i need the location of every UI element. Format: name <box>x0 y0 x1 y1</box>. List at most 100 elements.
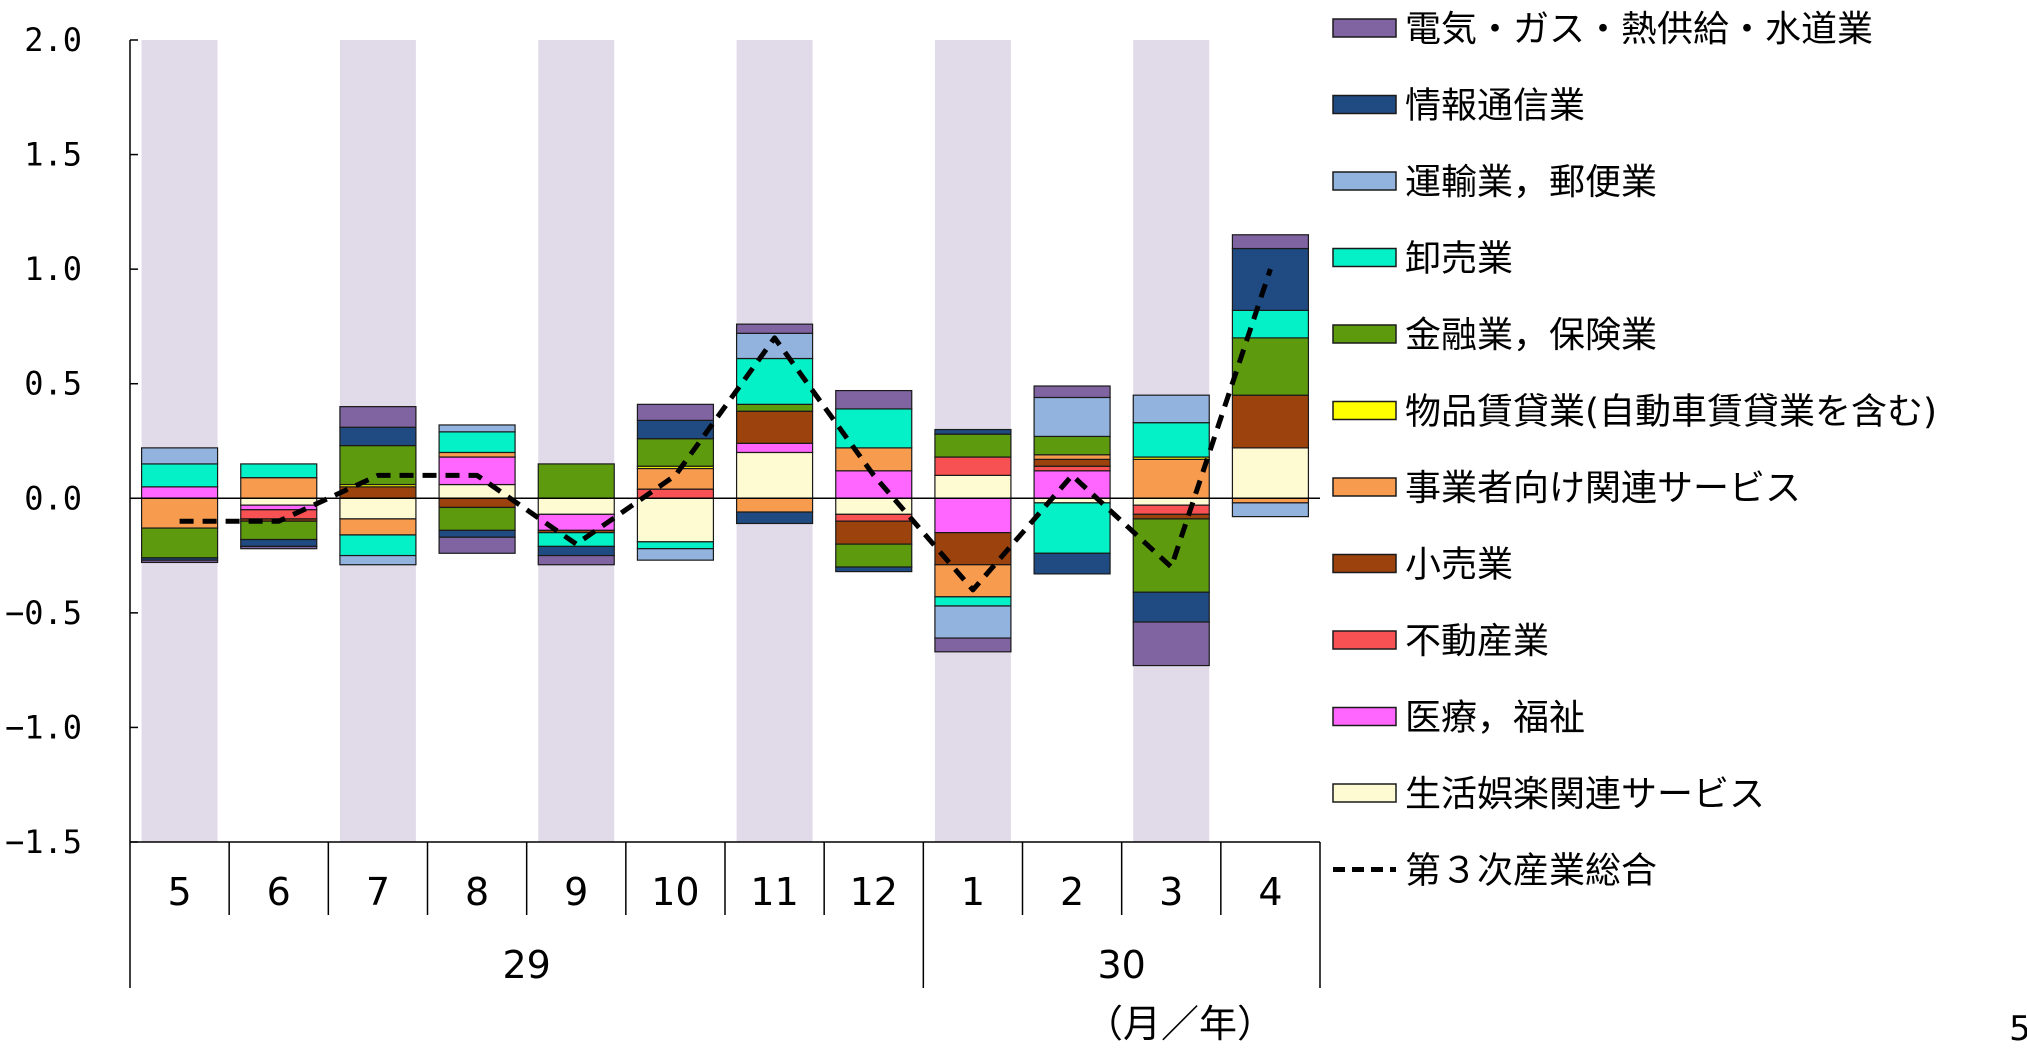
y-tick-label: 2.0 <box>24 21 82 59</box>
bar-segment <box>934 637 1012 653</box>
bar-segment <box>140 559 219 564</box>
x-tick-label: 12 <box>850 870 898 914</box>
axes <box>129 39 1321 988</box>
bar-segment <box>934 474 1012 499</box>
bar-segment <box>1033 396 1111 438</box>
bar-segment <box>1132 518 1210 593</box>
bar-segment <box>1033 502 1111 554</box>
legend-swatch <box>1332 706 1397 727</box>
bar-segment <box>240 497 318 506</box>
year-label: 30 <box>1097 943 1145 987</box>
x-tick-labels: 5 6 7 8 9 10 11 12 1 2 3 429 30 <box>167 870 1282 987</box>
bar-segment <box>240 520 318 541</box>
bar-segment <box>438 431 516 454</box>
y-tick-label: 0.0 <box>24 479 82 517</box>
shade-band-9 <box>538 40 615 842</box>
bar-segment <box>934 497 1012 534</box>
y-tick-label: −0.5 <box>5 594 82 632</box>
bar-segment <box>1033 465 1111 472</box>
bar-segment <box>636 403 715 421</box>
bar-segment <box>835 543 913 568</box>
bar-segment <box>339 486 417 499</box>
bar-segment <box>537 497 615 515</box>
bar-segment <box>339 497 417 520</box>
bar-segment <box>438 424 516 433</box>
total-series-line <box>179 268 1273 593</box>
bar-segment <box>1231 247 1310 311</box>
year-label: 29 <box>502 943 550 987</box>
bar-segment <box>537 545 615 557</box>
legend-label: 不動産業 <box>1405 621 1549 662</box>
legend-label: 物品賃貸業(自動車賃貸業を含む) <box>1405 392 1937 433</box>
bar-segment <box>735 442 814 454</box>
y-tick-label: 1.5 <box>24 136 82 174</box>
legend-label: 小売業 <box>1405 545 1513 586</box>
bar-segment <box>537 463 615 499</box>
bar-segment <box>835 389 913 410</box>
bar-segment <box>934 532 1012 566</box>
y-tick-label: 1.0 <box>24 250 82 288</box>
legend-label: 第３次産業総合 <box>1405 851 1657 892</box>
bar-segment <box>835 566 913 573</box>
legend-label: 金融業，保険業 <box>1405 315 1657 356</box>
bar-segment <box>240 545 318 550</box>
bar-segment <box>438 529 516 538</box>
y-tick-labels: 2.0 1.5 1.0 0.5 0.0 −0.5 −1.0 −1.5 <box>5 21 82 861</box>
legend-swatch <box>1332 630 1397 650</box>
legend-swatch <box>1332 247 1397 268</box>
bar-segment <box>735 451 814 499</box>
bar-segment <box>1231 234 1310 250</box>
legend-swatch <box>1332 553 1397 574</box>
bar-segment <box>934 433 1012 458</box>
bar-segment <box>1033 435 1111 456</box>
bar-segment <box>934 596 1012 607</box>
x-tick-label: 2 <box>1060 870 1084 914</box>
bar-segment <box>339 534 417 557</box>
bar-segment <box>934 456 1012 476</box>
legend-label: 運輸業，郵便業 <box>1405 162 1657 203</box>
shade-band-5 <box>141 40 218 842</box>
x-tick-label: 5 <box>167 870 191 914</box>
bar-segment <box>636 467 715 490</box>
bar-segment <box>1231 309 1310 339</box>
bar-segment <box>339 518 417 536</box>
bar-segment <box>339 426 417 447</box>
bar-segment <box>438 536 516 554</box>
legend-swatch <box>1332 18 1397 38</box>
bar-segment <box>636 548 715 561</box>
bar-segment <box>735 357 814 405</box>
bar-segment <box>339 554 417 566</box>
y-tick-label: −1.5 <box>5 823 82 861</box>
bar-segment <box>636 438 715 467</box>
legend-label: 生活娯楽関連サービス <box>1405 774 1765 815</box>
legend-label: 電気・ガス・熱供給・水道業 <box>1405 9 1873 50</box>
legend-swatch <box>1332 400 1397 421</box>
bar-segment <box>735 497 814 513</box>
bar-segment <box>1033 552 1111 575</box>
bar-segment <box>438 451 516 458</box>
x-tick-label: 8 <box>465 870 489 914</box>
page-number: 5 <box>2009 1009 2027 1048</box>
bar-segment <box>636 497 715 543</box>
x-tick-label: 3 <box>1159 870 1183 914</box>
bar-segment <box>835 520 913 545</box>
legend-label: 事業者向け関連サービス <box>1405 468 1801 509</box>
bar-segment <box>1231 394 1310 449</box>
bar-segment <box>835 408 913 449</box>
bar-segment <box>339 406 417 428</box>
x-tick-label: 1 <box>961 870 985 914</box>
x-tick-label: 10 <box>651 870 699 914</box>
bar-segment <box>240 463 318 479</box>
bar-segment <box>1231 447 1310 499</box>
x-tick-label: 9 <box>564 870 588 914</box>
legend-swatch <box>1332 783 1397 803</box>
bar-segment <box>140 447 219 465</box>
bar-segment <box>1132 394 1210 424</box>
legend-label: 卸売業 <box>1405 239 1513 280</box>
bar-segment <box>1033 454 1111 460</box>
legend-swatch <box>1332 477 1397 497</box>
bar-segment <box>835 447 913 472</box>
legend-swatch <box>1332 94 1397 115</box>
bar-segment <box>140 463 219 488</box>
